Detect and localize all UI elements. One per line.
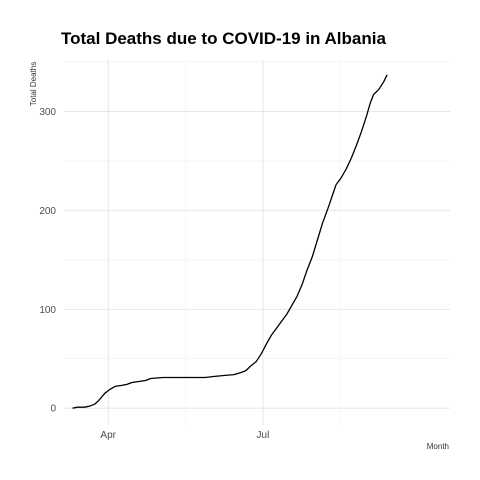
x-tick-label: Jul [257,430,270,441]
y-tick-label: 200 [39,206,56,217]
series-line-total-deaths [72,74,388,409]
x-axis-label: Month [427,442,449,451]
y-axis-ticks: 0 100 200 300 [39,107,56,415]
y-tick-label: 300 [39,107,56,118]
chart-title: Total Deaths due to COVID-19 in Albania [61,29,386,48]
grid [64,60,450,425]
y-axis-label: Total Deaths [29,62,38,106]
x-axis-ticks: Apr Jul [100,430,269,441]
y-tick-label: 100 [39,305,56,316]
y-tick-label: 0 [50,404,56,415]
x-tick-label: Apr [100,430,116,441]
